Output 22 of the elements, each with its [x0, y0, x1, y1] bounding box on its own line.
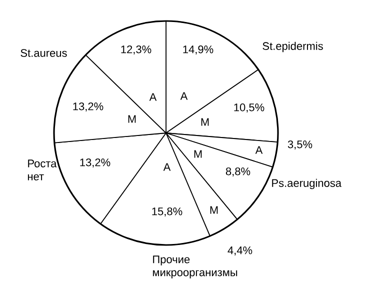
- slice-label: М: [128, 115, 136, 123]
- data-label: 13,2%: [73, 102, 104, 112]
- slice-label: А: [149, 93, 157, 101]
- slice-label: А: [180, 92, 188, 100]
- slice-label: М: [201, 118, 209, 126]
- data-label: 14,9%: [183, 45, 214, 55]
- data-label: 10,5%: [234, 103, 264, 113]
- data-label: 8,8%: [226, 167, 250, 177]
- slice-label: М: [210, 206, 218, 214]
- text: St.epidermis: [262, 42, 323, 52]
- data-label: 15,8%: [152, 207, 182, 217]
- data-label: 13,2%: [80, 158, 110, 168]
- text: Роста нет: [28, 160, 57, 180]
- slice-label: А: [255, 146, 263, 154]
- data-label: 3,5%: [288, 140, 312, 150]
- data-label: 12,3%: [121, 45, 152, 55]
- data-label: 4,4%: [228, 246, 252, 256]
- text: Ps.aeruginosa: [272, 178, 342, 190]
- text: St.aureus: [20, 49, 67, 57]
- text: Прочие микроорганизмы: [152, 256, 238, 278]
- slice-label: М: [194, 150, 202, 158]
- slice-label: А: [163, 163, 171, 171]
